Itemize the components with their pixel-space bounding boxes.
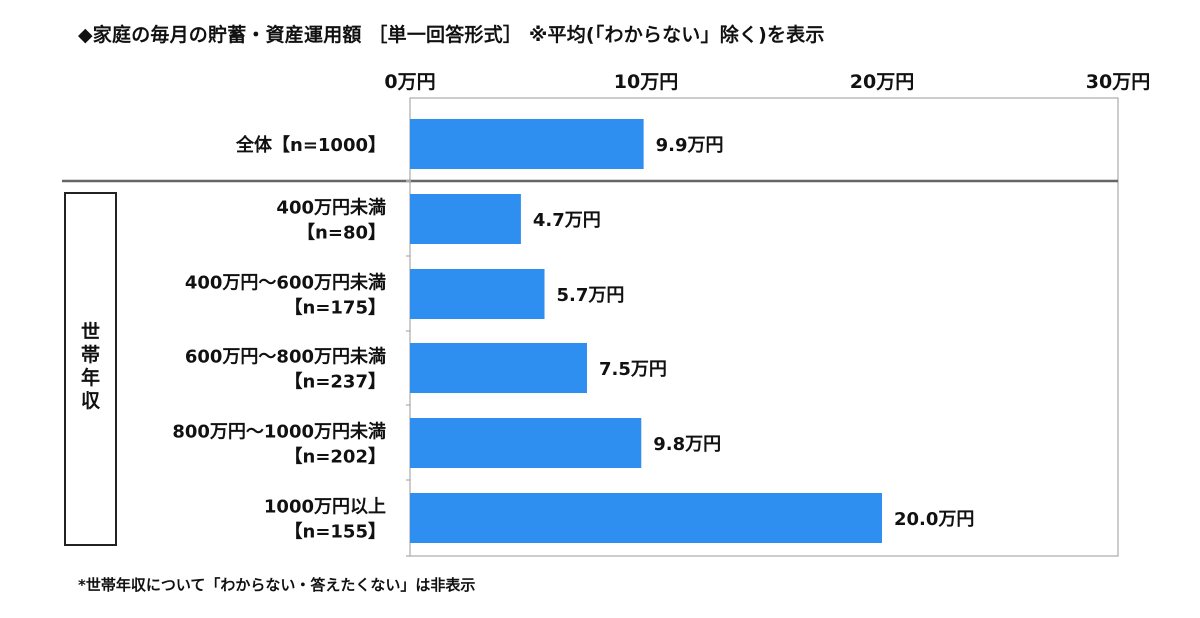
group-label-char: 世 (81, 321, 100, 343)
value-label: 9.8万円 (653, 434, 721, 455)
category-label: 【n=175】 (285, 298, 386, 319)
value-label: 20.0万円 (894, 509, 974, 530)
plot-border (409, 97, 1119, 557)
category-label: 800万円～1000万円未満 (172, 421, 386, 443)
bar (410, 493, 882, 543)
value-label: 5.7万円 (557, 285, 625, 306)
plot-frame (62, 97, 1119, 557)
category-labels: 全体【n=1000】 400万円未満【n=80】 400万円～600万円未満【n=1… (172, 134, 386, 543)
x-tick-label: 20万円 (850, 71, 914, 93)
category-label: 【n=80】 (297, 223, 386, 244)
value-labels: 9.9万円 4.7万円 5.7万円 7.5万円 9.8万円 20.0万円 (533, 135, 975, 530)
x-tick-label: 30万円 (1086, 71, 1150, 93)
value-label: 7.5万円 (599, 359, 667, 380)
group-label-box (64, 192, 117, 546)
category-label: 400万円～600万円未満 (185, 272, 386, 294)
value-label: 4.7万円 (533, 210, 601, 231)
bar (410, 194, 521, 244)
category-label: 【n=237】 (285, 372, 386, 393)
group-label-char: 年 (81, 366, 100, 389)
category-label: 【n=202】 (285, 447, 386, 468)
bars (410, 119, 882, 543)
value-label: 9.9万円 (656, 135, 724, 156)
bar (410, 119, 644, 169)
x-axis-ticks: 0万円 10万円 20万円 30万円 (384, 71, 1150, 93)
bar (410, 269, 545, 319)
chart-title: ◆家庭の毎月の貯蓄・資産運用額 ［単一回答形式］ ※平均(「わからない」除く)を… (78, 24, 825, 46)
x-tick-label: 0万円 (384, 71, 435, 93)
group-bracket: 世帯年収 (64, 192, 117, 546)
bar (410, 418, 642, 468)
category-label: 全体【n=1000】 (235, 134, 386, 156)
group-label-char: 帯 (81, 343, 100, 366)
bar (410, 343, 587, 393)
category-label: 400万円未満 (276, 197, 386, 219)
category-label: 1000万円以上 (264, 497, 386, 518)
x-tick-label: 10万円 (614, 71, 678, 93)
category-label: 【n=155】 (285, 522, 386, 543)
category-label: 600万円～800万円未満 (185, 346, 386, 368)
group-label-char: 収 (81, 390, 101, 412)
chart-footnote: *世帯年収について「わからない・答えたくない」は非表示 (78, 576, 476, 594)
